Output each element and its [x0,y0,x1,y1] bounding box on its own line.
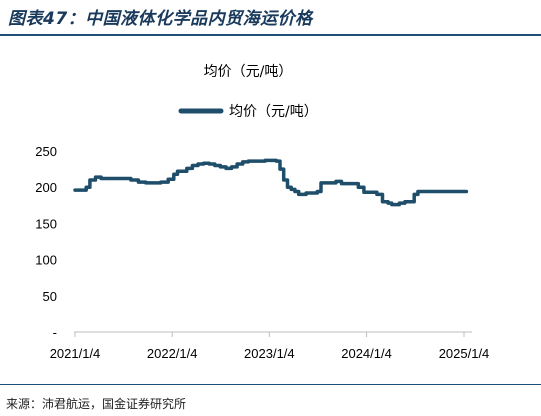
series-layer [73,158,469,207]
x-tick-label: 2023/1/4 [244,346,295,361]
legend-label: 均价（元/吨） [229,104,318,120]
axes [74,331,472,337]
y-tick-label: 200 [35,180,57,195]
legend: 均价（元/吨） [178,104,318,120]
series-line [73,158,469,207]
chart-title: 均价（元/吨） [204,64,293,80]
x-tick-label: 2024/1/4 [341,346,392,361]
y-tick-label: 100 [35,253,57,268]
y-tick-label: 50 [43,289,57,304]
x-tick-label: 2021/1/4 [50,346,101,361]
y-axis-labels: - 50 100 150 200 250 [35,144,57,340]
y-tick-label: 250 [35,144,57,159]
y-tick-label: 150 [35,216,57,231]
line-chart: 均价（元/吨） 均价（元/吨） - 50 100 150 200 250 2021/1/4… [35,64,490,361]
source-note: 来源：沛君航运，国金证券研究所 [6,397,187,411]
bottom-rule [0,384,541,385]
x-tick-label: 2025/1/4 [439,346,490,361]
top-rule [0,34,541,36]
figure-title: 图表47：中国液体化学品内贸海运价格 [8,9,313,29]
y-tick-label: - [53,325,57,340]
x-axis-labels: 2021/1/4 2022/1/4 2023/1/4 2024/1/4 2025/1/4 [50,346,490,361]
x-tick-label: 2022/1/4 [147,346,198,361]
